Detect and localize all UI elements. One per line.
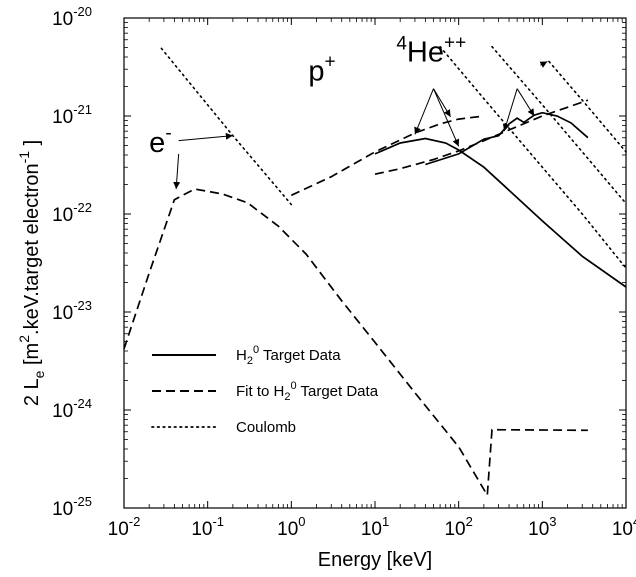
annotation-arrow-1-1 <box>178 132 233 142</box>
series-layer <box>123 45 627 498</box>
annotation-arrow-2-3 <box>433 88 460 147</box>
series-line-2-dotted <box>160 47 293 206</box>
y-tick-label: 10-23 <box>52 298 92 324</box>
x-tick-label: 101 <box>361 514 389 540</box>
annotation-label-2: p+ <box>308 52 335 88</box>
annotation-layer: e-p+ 4He++ <box>149 32 548 190</box>
legend-label-dashed: Fit to H20 Target Data <box>236 380 379 403</box>
series-line-6-solid <box>425 111 589 166</box>
y-axis-label: 2 Le [m2.keV.target electron-1 ] <box>16 140 47 406</box>
series-line-1-dashed <box>123 188 588 498</box>
y-tick-label: 10-25 <box>52 494 92 520</box>
annotation-arrow-2-2 <box>433 88 451 118</box>
series-line-4-solid <box>374 137 627 288</box>
legend-label-dotted: Coulomb <box>236 419 296 436</box>
annotation-label-1: e- <box>149 123 171 159</box>
series-line-9-dotted <box>548 60 627 153</box>
legend-label-solid: H20 Target Data <box>236 344 341 367</box>
annotation-arrow-1-2 <box>173 153 181 190</box>
x-tick-label: 103 <box>528 514 556 540</box>
x-tick-label: 100 <box>277 514 305 540</box>
y-tick-label: 10-20 <box>52 4 92 30</box>
annotation-arrow-3-1 <box>539 61 548 68</box>
ticks-layer <box>123 17 627 509</box>
x-tick-label: 104 <box>612 514 636 540</box>
series-line-7-dotted <box>439 45 627 269</box>
plot-frame <box>123 17 627 509</box>
x-tick-label: 10-1 <box>191 514 224 540</box>
annotation-arrow-2-1 <box>414 88 434 135</box>
x-axis-label: Energy [keV] <box>318 549 433 571</box>
y-tick-label: 10-24 <box>52 396 92 422</box>
annotation-arrow-3-2 <box>502 88 518 132</box>
series-line-3-dashed <box>290 115 485 197</box>
y-tick-label: 10-21 <box>52 102 92 128</box>
labels-layer: 10-2 10-1 100 101 102 103 104 10-25 10-24 10-23 10… <box>16 4 636 571</box>
annotation-label-3: 4He++ <box>396 32 466 68</box>
series-line-8-dotted <box>491 45 627 205</box>
y-tick-label: 10-22 <box>52 200 92 226</box>
x-tick-label: 10-2 <box>108 514 141 540</box>
legend: H20 Target Data Fit to H20 Target Data Cou… <box>151 344 379 436</box>
annotation-arrow-3-3 <box>516 88 535 117</box>
x-tick-label: 102 <box>444 514 472 540</box>
